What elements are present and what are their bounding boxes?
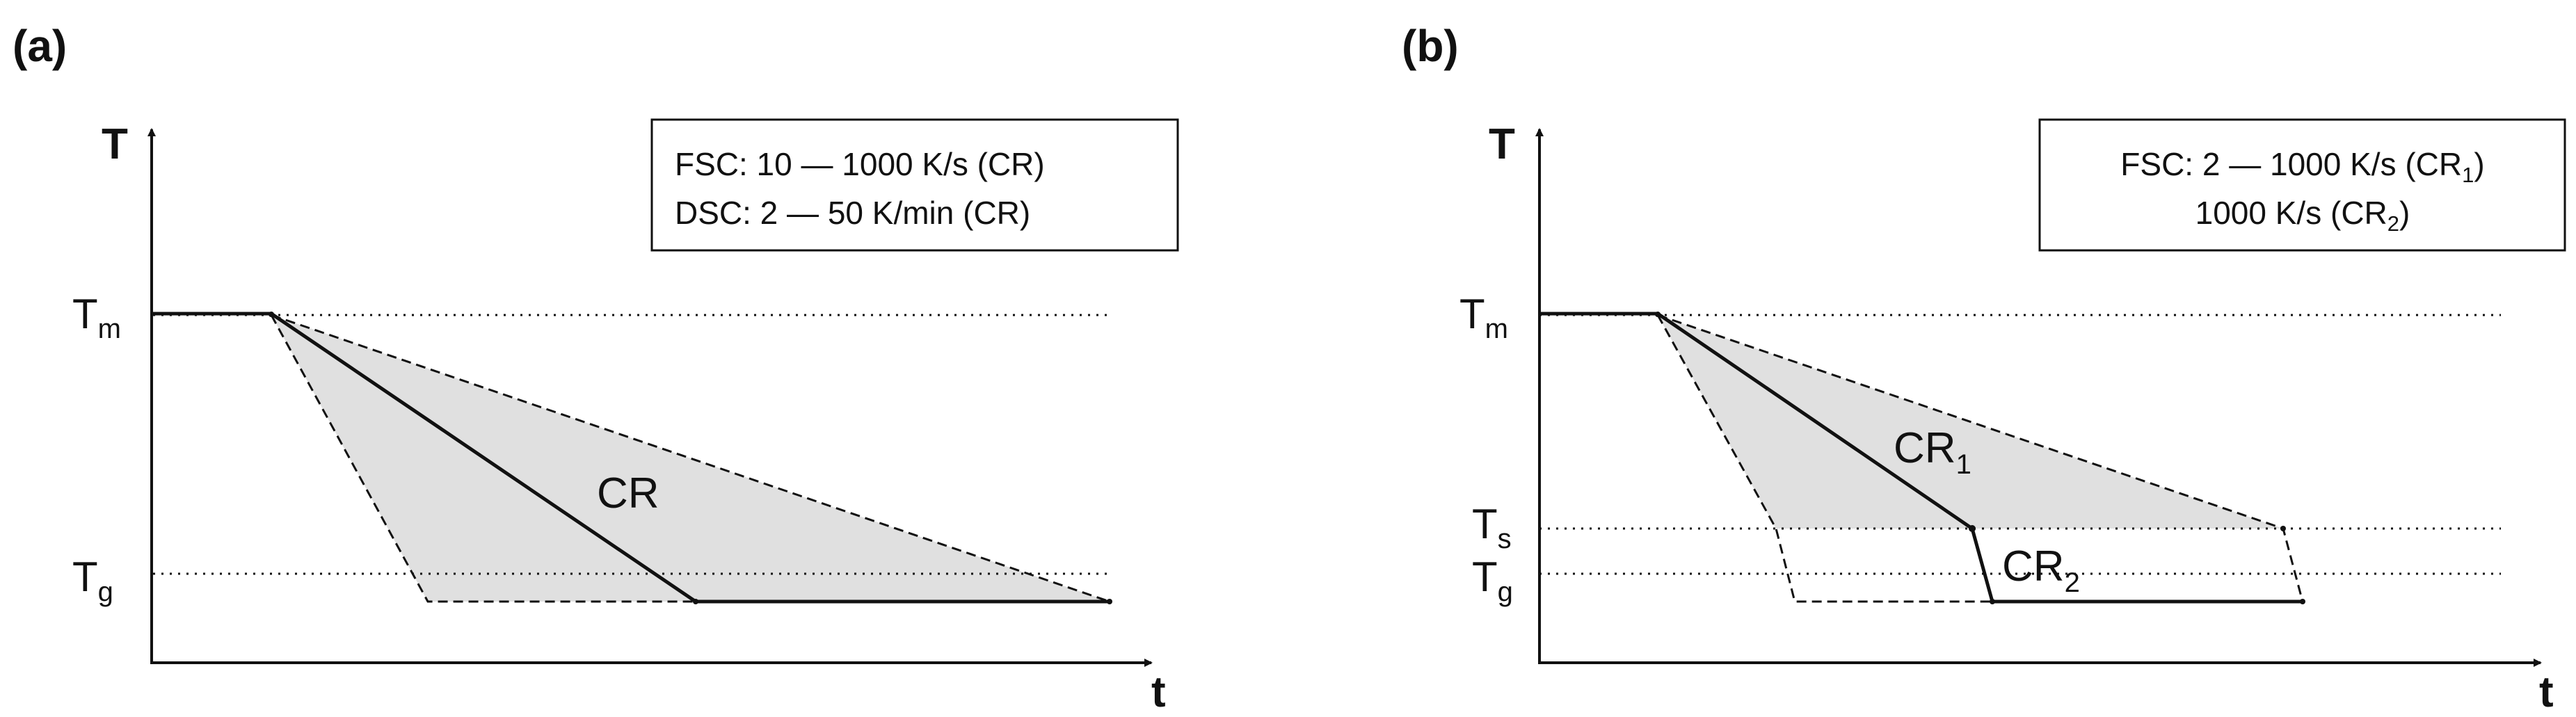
panel-a-node-end (1107, 599, 1112, 604)
panel-a-y-axis-label: T (102, 120, 128, 168)
panel-b-node-ts-slow (2280, 526, 2286, 531)
panel-a-label: (a) (13, 21, 67, 71)
panel-b-legend-box (2038, 118, 2566, 252)
panel-a-cr-label: CR (597, 469, 659, 517)
panel-a-tg-label: Tg (72, 554, 113, 607)
panel-b-ts-label: Ts (1472, 501, 1512, 554)
panel-a-node-mid (693, 599, 698, 604)
panel-b-legend-line-1: FSC: 2 — 1000 K/s (CR1) (2120, 146, 2484, 187)
panel-b-cr2-label: CR2 (2002, 542, 2080, 598)
panel-b-label: (b) (1402, 21, 1459, 71)
panel-b-node-end (2300, 599, 2305, 604)
panel-b-cr1-label: CR1 (1894, 424, 1971, 480)
panel-a-x-axis-label: t (1151, 668, 1166, 716)
panel-b-tg-label: Tg (1472, 554, 1513, 607)
panel-a: (a) T t Tm Tg CR FSC: 10 — 1000 K/s (CR)… (13, 21, 1179, 716)
panel-a-node-start (269, 312, 274, 317)
panel-a-tm-label: Tm (72, 291, 121, 344)
panel-a-legend-line-2: DSC: 2 — 50 K/min (CR) (675, 195, 1030, 231)
panel-a-legend-box (650, 118, 1179, 252)
panel-b: (b) T t Tm Ts Tg CR1 CR2 FSC: 2 — 1000 K… (1402, 21, 2566, 716)
panel-a-cr-curve (152, 312, 1110, 604)
panel-b-legend-line-2: 1000 K/s (CR2) (2195, 195, 2410, 236)
panel-b-x-axis-label: t (2539, 668, 2554, 716)
panel-a-fast-boundary (270, 314, 696, 603)
panel-a-legend-line-1: FSC: 10 — 1000 K/s (CR) (675, 146, 1045, 182)
panel-b-node-ts-main (1969, 525, 1976, 532)
panel-a-slow-boundary (271, 314, 1110, 603)
panel-b-y-axis-label: T (1489, 120, 1515, 168)
panel-b-tm-label: Tm (1459, 291, 1508, 344)
panel-b-node-start (1655, 312, 1661, 317)
panel-b-fast-boundary (1656, 314, 1992, 603)
panel-b-node-mid (1990, 599, 1995, 604)
